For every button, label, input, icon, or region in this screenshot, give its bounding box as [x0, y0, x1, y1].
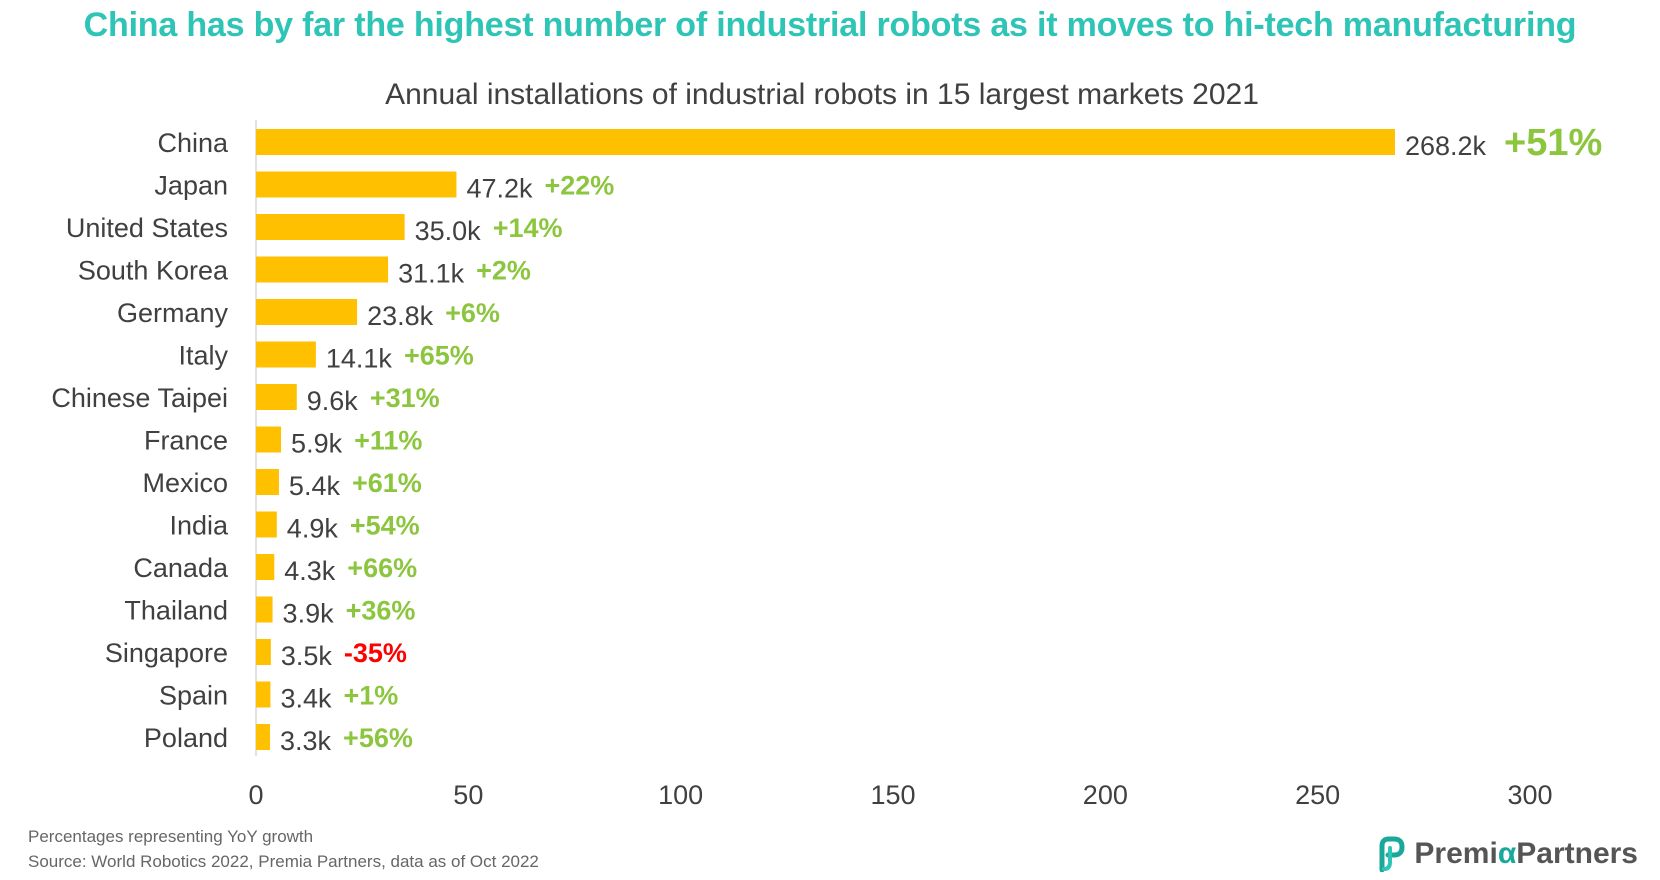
category-label: Mexico [142, 468, 228, 498]
value-label: 5.9k [291, 429, 343, 459]
brand-name-alpha: α [1497, 837, 1517, 870]
growth-label: +36% [346, 596, 416, 626]
headline: China has by far the highest number of i… [83, 6, 1577, 44]
x-tick-label: 300 [1507, 780, 1552, 810]
bar-chart: Annual installations of industrial robot… [51, 78, 1602, 810]
category-label: Poland [144, 723, 228, 753]
bar [256, 511, 277, 538]
growth-label: +61% [352, 468, 422, 498]
category-label: Spain [159, 681, 228, 711]
value-label: 47.2k [466, 174, 533, 204]
bar [256, 596, 273, 623]
bar [256, 384, 297, 410]
bar [256, 554, 275, 580]
growth-label: +54% [350, 511, 420, 541]
x-tick-label: 50 [453, 780, 483, 810]
value-label: 3.9k [283, 599, 335, 629]
category-label: India [169, 511, 229, 541]
growth-label: +65% [404, 341, 474, 371]
x-tick-label: 100 [658, 780, 703, 810]
growth-label: +56% [343, 723, 413, 753]
growth-label: +2% [476, 256, 531, 286]
category-label: Singapore [105, 638, 228, 668]
x-tick-label: 150 [870, 780, 915, 810]
brand-logo: Premi α Partners [1376, 836, 1638, 872]
value-label: 31.1k [398, 259, 465, 289]
category-label: France [144, 426, 228, 456]
value-label: 268.2k [1405, 131, 1487, 161]
brand-name-part2: Partners [1516, 837, 1638, 870]
bar [256, 214, 405, 240]
value-label: 4.9k [287, 514, 339, 544]
brand-mark-icon [1379, 836, 1405, 872]
x-tick-label: 250 [1295, 780, 1340, 810]
growth-label: +51% [1504, 122, 1602, 164]
growth-label: +14% [493, 213, 563, 243]
growth-label: +22% [545, 171, 615, 201]
bars-layer: China 268.2k +51% Japan 47.2k +22% United Stat… [51, 122, 1602, 756]
footer-note: Percentages representing YoY growth [28, 827, 314, 846]
value-label: 3.5k [281, 641, 333, 671]
value-label: 5.4k [289, 471, 341, 501]
bar [256, 639, 271, 665]
chart-title: Annual installations of industrial robot… [385, 78, 1259, 111]
value-label: 4.3k [284, 556, 336, 586]
bar [256, 681, 271, 708]
bar [256, 129, 1395, 155]
category-label: Japan [154, 171, 228, 201]
category-label: South Korea [78, 256, 229, 286]
category-label: China [157, 128, 229, 158]
value-label: 23.8k [367, 301, 434, 331]
category-label: Italy [178, 341, 228, 371]
bar [256, 724, 271, 750]
value-label: 35.0k [415, 216, 482, 246]
bar [256, 299, 358, 325]
footer-source: Source: World Robotics 2022, Premia Part… [28, 852, 539, 871]
value-label: 9.6k [307, 386, 359, 416]
bar [256, 256, 389, 283]
bar [256, 426, 282, 453]
category-label: Chinese Taipei [51, 383, 228, 413]
growth-label: +11% [354, 426, 422, 456]
value-label: 3.3k [280, 726, 332, 756]
category-label: Thailand [124, 596, 228, 626]
x-tick-label: 0 [248, 780, 263, 810]
bar [256, 171, 457, 198]
growth-label: +6% [445, 298, 500, 328]
growth-label: +1% [343, 681, 398, 711]
growth-label: +31% [370, 383, 440, 413]
brand-name-part1: Premi [1414, 837, 1498, 870]
value-label: 14.1k [326, 344, 393, 374]
growth-label: -35% [344, 638, 407, 668]
category-label: Germany [117, 298, 229, 328]
value-label: 3.4k [280, 684, 332, 714]
bar [256, 341, 316, 368]
bar [256, 469, 279, 495]
x-tick-label: 200 [1083, 780, 1128, 810]
category-label: United States [66, 213, 228, 243]
growth-label: +66% [347, 553, 417, 583]
category-label: Canada [133, 553, 229, 583]
